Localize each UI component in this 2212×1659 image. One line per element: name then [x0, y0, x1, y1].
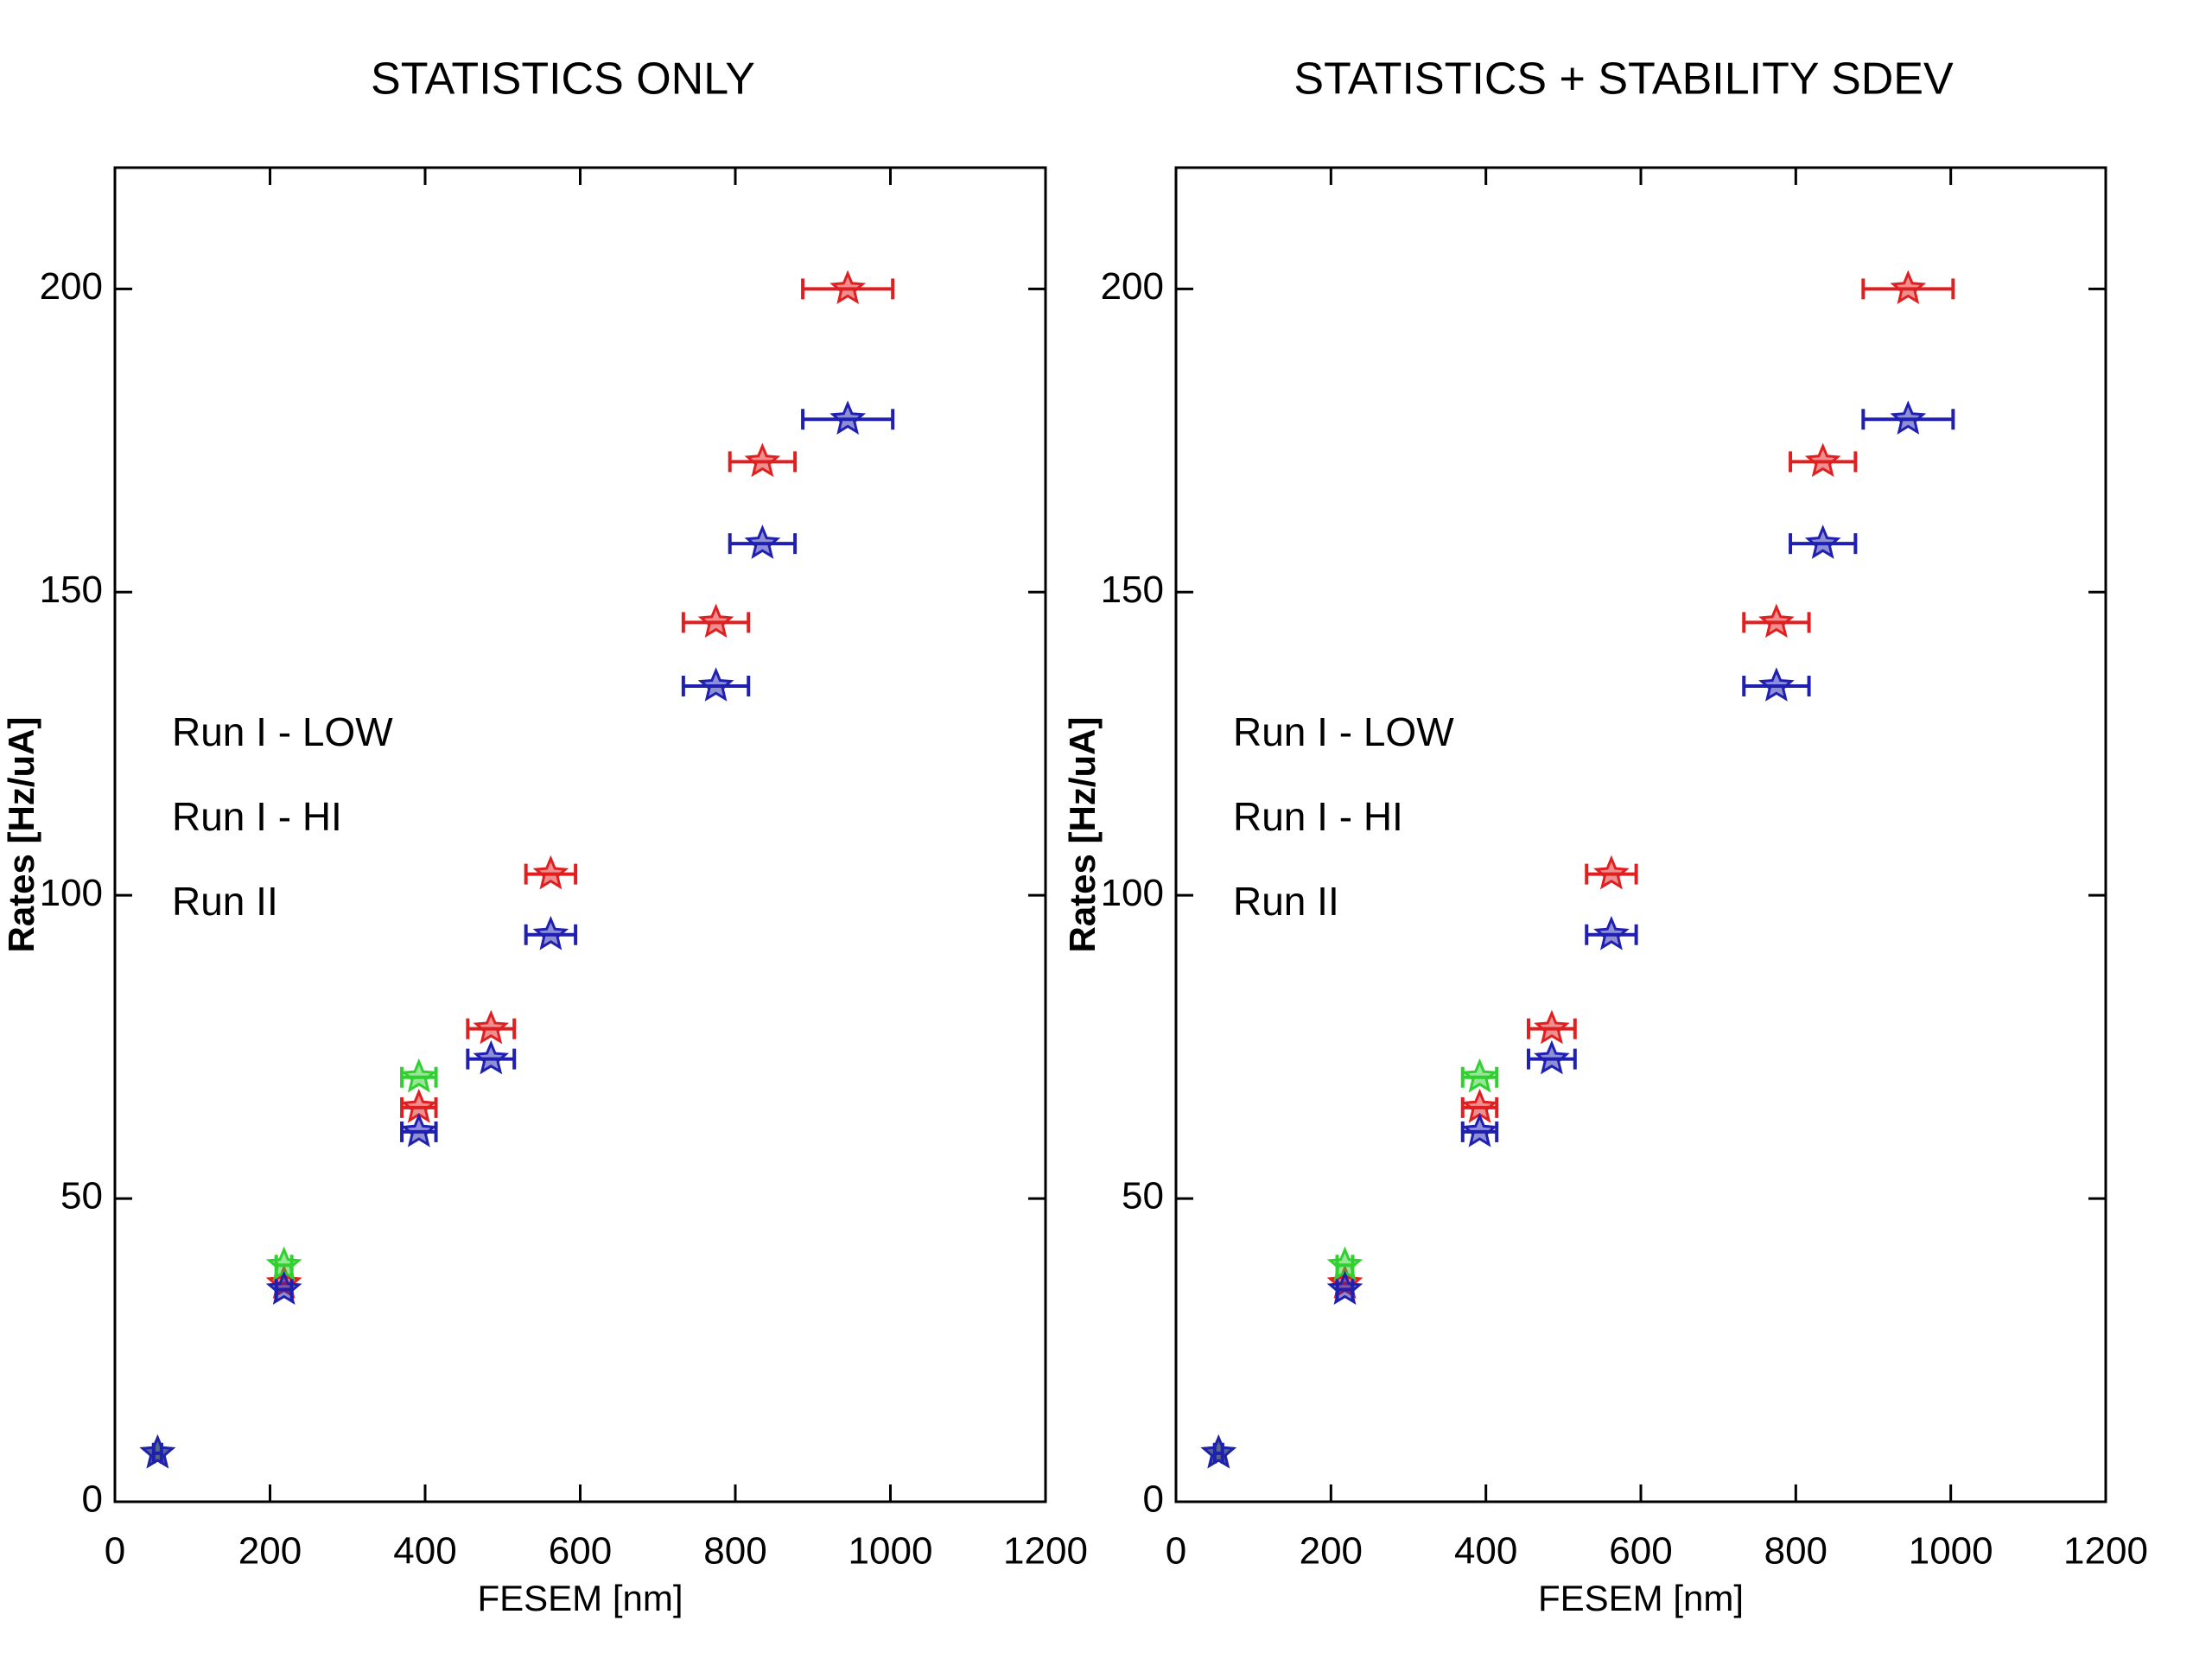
data-point [1890, 400, 1927, 435]
data-point [744, 442, 781, 478]
y-tick-label: 150 [1101, 569, 1164, 611]
legend-entry: Run I - HI [1233, 794, 1403, 839]
data-point [744, 524, 781, 559]
x-tick-label: 1200 [2063, 1530, 2148, 1573]
x-tick-label: 200 [1300, 1530, 1363, 1573]
y-tick-label: 150 [40, 569, 103, 611]
data-point [1593, 855, 1630, 890]
y-axis-label: Rates [Hz/uA] [1, 716, 41, 952]
data-point [1890, 270, 1927, 305]
y-tick-label: 200 [1101, 265, 1164, 308]
x-tick-label: 1000 [849, 1530, 933, 1573]
data-point [830, 400, 867, 435]
data-point [1534, 1039, 1570, 1075]
data-point [1593, 915, 1630, 950]
x-tick-label: 800 [1764, 1530, 1827, 1573]
x-axis-label: FESEM [nm] [477, 1578, 683, 1618]
data-point [1804, 442, 1841, 478]
data-point [1200, 1433, 1237, 1469]
data-point [532, 855, 569, 890]
data-point [1461, 1058, 1498, 1093]
data-point [1758, 667, 1795, 702]
x-tick-label: 0 [105, 1530, 125, 1573]
x-tick-label: 400 [393, 1530, 456, 1573]
chart-title: STATISTICS ONLY [371, 54, 755, 105]
y-tick-label: 100 [40, 872, 103, 914]
data-point [139, 1433, 176, 1469]
y-axis-label: Rates [Hz/uA] [1062, 716, 1103, 952]
y-tick-label: 50 [1122, 1175, 1164, 1217]
data-point [532, 915, 569, 950]
legend-entry: Run II [1233, 879, 1339, 924]
x-tick-label: 1200 [1003, 1530, 1088, 1573]
legend-entry: Run I - LOW [172, 709, 393, 754]
x-tick-label: 400 [1454, 1530, 1517, 1573]
data-point [265, 1270, 302, 1306]
data-point [400, 1058, 437, 1093]
x-tick-label: 800 [703, 1530, 766, 1573]
data-point [1461, 1113, 1498, 1147]
legend-entry: Run I - HI [172, 794, 342, 839]
data-point [473, 1039, 510, 1075]
data-point [1534, 1009, 1570, 1045]
x-tick-label: 600 [1609, 1530, 1672, 1573]
x-tick-label: 200 [238, 1530, 302, 1573]
y-tick-label: 0 [82, 1478, 103, 1521]
x-tick-label: 0 [1166, 1530, 1186, 1573]
y-tick-label: 50 [60, 1175, 103, 1217]
y-tick-label: 0 [1143, 1478, 1164, 1521]
data-point [401, 1112, 437, 1147]
legend-entry: Run II [172, 879, 278, 924]
data-point [830, 270, 867, 305]
x-axis-label: FESEM [nm] [1538, 1578, 1744, 1618]
x-tick-label: 600 [549, 1530, 612, 1573]
data-point [1326, 1270, 1363, 1306]
data-point [473, 1009, 510, 1045]
data-point [697, 603, 734, 639]
chart-title: STATISTICS + STABILITY SDEV [1294, 54, 1954, 105]
data-point [1804, 524, 1841, 559]
legend-entry: Run I - LOW [1233, 709, 1454, 754]
y-tick-label: 100 [1101, 872, 1164, 914]
x-tick-label: 1000 [1909, 1530, 1993, 1573]
data-point [1758, 603, 1795, 639]
data-point [697, 667, 734, 702]
y-tick-label: 200 [40, 265, 103, 308]
